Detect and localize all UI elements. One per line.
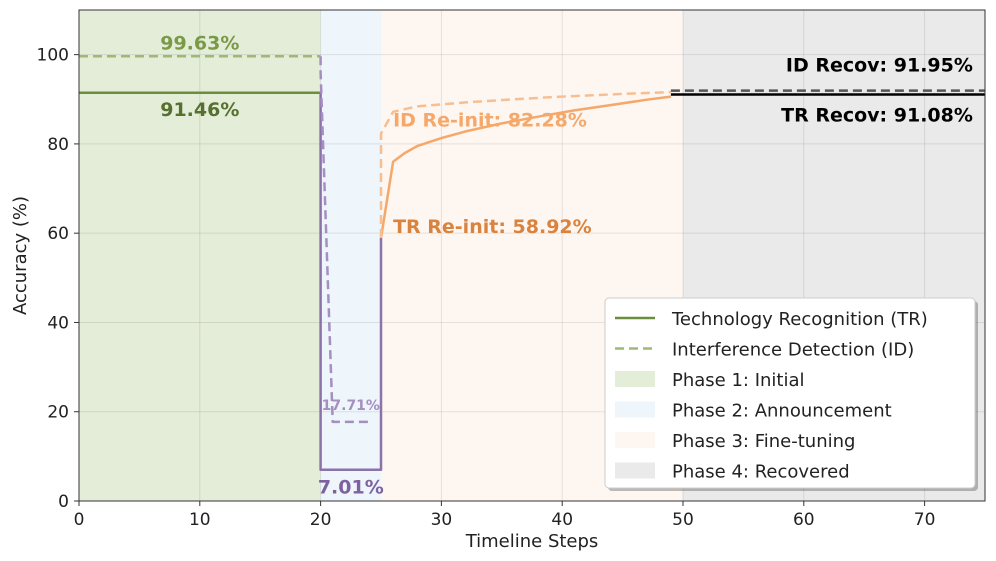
x-tick-label: 70 xyxy=(914,510,936,530)
annotation-label: 7.01% xyxy=(318,477,384,499)
id-line-segment-3 xyxy=(379,90,671,238)
legend-label: Phase 2: Announcement xyxy=(672,401,892,422)
legend-label: Technology Recognition (TR) xyxy=(671,309,928,330)
legend-swatch xyxy=(615,432,655,448)
annotation-label: 99.63% xyxy=(160,32,239,54)
tr-line-segment-2 xyxy=(319,92,383,471)
y-tick-label: 60 xyxy=(47,224,69,244)
x-tick-label: 60 xyxy=(793,510,815,530)
y-tick-label: 80 xyxy=(47,135,69,155)
x-tick-label: 30 xyxy=(431,510,453,530)
x-tick-label: 0 xyxy=(74,510,85,530)
x-tick-label: 20 xyxy=(310,510,332,530)
legend-label: Phase 4: Recovered xyxy=(672,462,850,483)
annotation-label: TR Recov: 91.08% xyxy=(781,104,973,126)
legend-label: Interference Detection (ID) xyxy=(672,340,914,361)
annotation-label: TR Re-init: 58.92% xyxy=(393,216,592,238)
legend-label: Phase 3: Fine-tuning xyxy=(672,431,855,452)
annotations: 99.63% 91.46% ID Re-init: 82.28% TR Re-init… xyxy=(160,32,973,498)
annotation-label: 17.71% xyxy=(322,398,380,414)
series-lines xyxy=(79,55,985,471)
y-tick-label: 40 xyxy=(47,313,69,333)
legend: Technology Recognition (TR) Interference … xyxy=(604,297,978,491)
id-line-segment-2 xyxy=(319,56,369,424)
y-axis-label: Accuracy (%) xyxy=(10,196,31,315)
phase-band-2 xyxy=(320,10,381,501)
x-tick-label: 40 xyxy=(551,510,573,530)
plot-frame xyxy=(78,9,986,502)
x-tick-label: 10 xyxy=(189,510,211,530)
legend-swatch xyxy=(615,401,655,418)
y-tick-label: 20 xyxy=(47,403,69,423)
annotation-label: ID Recov: 91.95% xyxy=(786,55,973,77)
x-axis-label: Timeline Steps xyxy=(465,531,599,552)
y-tick-label: 100 xyxy=(37,46,69,66)
legend-label: Phase 1: Initial xyxy=(672,370,805,391)
legend-swatch xyxy=(615,462,655,479)
legend-box xyxy=(604,297,976,489)
tr-line-segment-3 xyxy=(379,95,672,239)
annotation-label: ID Re-init: 82.28% xyxy=(393,110,587,132)
legend-swatch xyxy=(615,371,655,387)
x-tick-label: 50 xyxy=(672,510,694,530)
annotation-label: 91.46% xyxy=(160,99,239,121)
y-tick-label: 0 xyxy=(58,492,69,512)
axis-ticks: 0 10 20 30 40 50 60 70 0 20 40 60 80 100 xyxy=(37,46,936,530)
